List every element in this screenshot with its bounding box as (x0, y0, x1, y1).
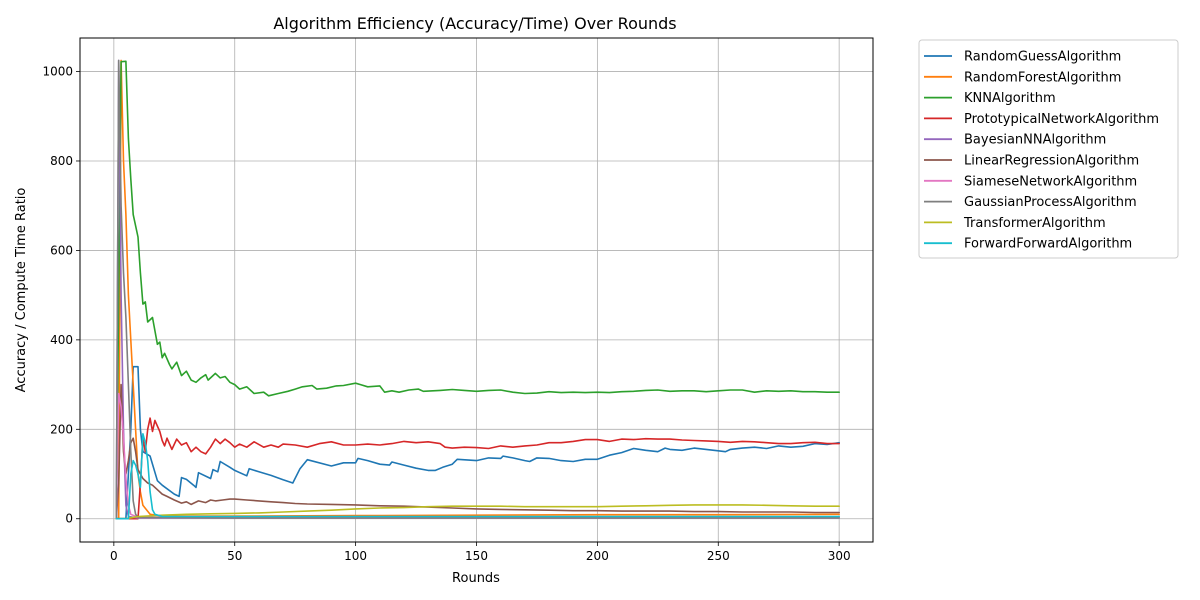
series-line-ForwardForwardAlgorithm (115, 432, 841, 520)
x-tick-label: 200 (586, 549, 609, 563)
chart-title: Algorithm Efficiency (Accuracy/Time) Ove… (273, 14, 676, 33)
series-line-LinearRegressionAlgorithm (115, 383, 841, 520)
legend-entry: RandomGuessAlgorithm (964, 50, 1121, 65)
legend-entry: SiameseNetworkAlgorithm (964, 174, 1137, 189)
y-axis-label: Accuracy / Compute Time Ratio (14, 188, 29, 393)
series-line-RandomGuessAlgorithm (115, 365, 841, 520)
y-tick-label: 600 (50, 243, 73, 257)
x-tick-label: 100 (344, 549, 367, 563)
series-line-PrototypicalNetworkAlgorithm (115, 417, 841, 520)
series-line-KNNAlgorithm (115, 60, 841, 520)
x-tick-label: 50 (227, 549, 242, 563)
y-tick-label: 0 (65, 512, 73, 526)
y-tick-label: 1000 (42, 65, 73, 79)
x-tick-label: 0 (110, 549, 118, 563)
series-line-TransformerAlgorithm (115, 504, 841, 520)
legend-box (918, 39, 1179, 259)
legend-entry: KNNAlgorithm (964, 91, 1056, 106)
legend: RandomGuessAlgorithm RandomForestAlgorith… (918, 39, 1179, 259)
legend-entry: LinearRegressionAlgorithm (964, 154, 1139, 169)
x-axis-label: Rounds (452, 571, 500, 586)
legend-entry: ForwardForwardAlgorithm (964, 237, 1132, 252)
x-tick-label: 300 (828, 549, 851, 563)
y-tick-label: 800 (50, 154, 73, 168)
y-tick-label: 200 (50, 422, 73, 436)
y-axis: 0 200 400 600 800 1000 (42, 65, 80, 526)
series-line-GaussianProcessAlgorithm (115, 59, 841, 520)
plot-series (115, 59, 841, 520)
y-tick-label: 400 (50, 333, 73, 347)
legend-entry: TransformerAlgorithm (963, 216, 1106, 231)
legend-entry: GaussianProcessAlgorithm (964, 195, 1137, 210)
x-tick-label: 150 (465, 549, 488, 563)
x-axis: 0 50 100 150 200 250 300 (110, 542, 851, 563)
x-tick-label: 250 (707, 549, 730, 563)
grid (80, 38, 873, 542)
legend-entry: BayesianNNAlgorithm (964, 133, 1106, 148)
legend-entry: PrototypicalNetworkAlgorithm (964, 112, 1159, 127)
legend-entry: RandomForestAlgorithm (964, 70, 1121, 85)
